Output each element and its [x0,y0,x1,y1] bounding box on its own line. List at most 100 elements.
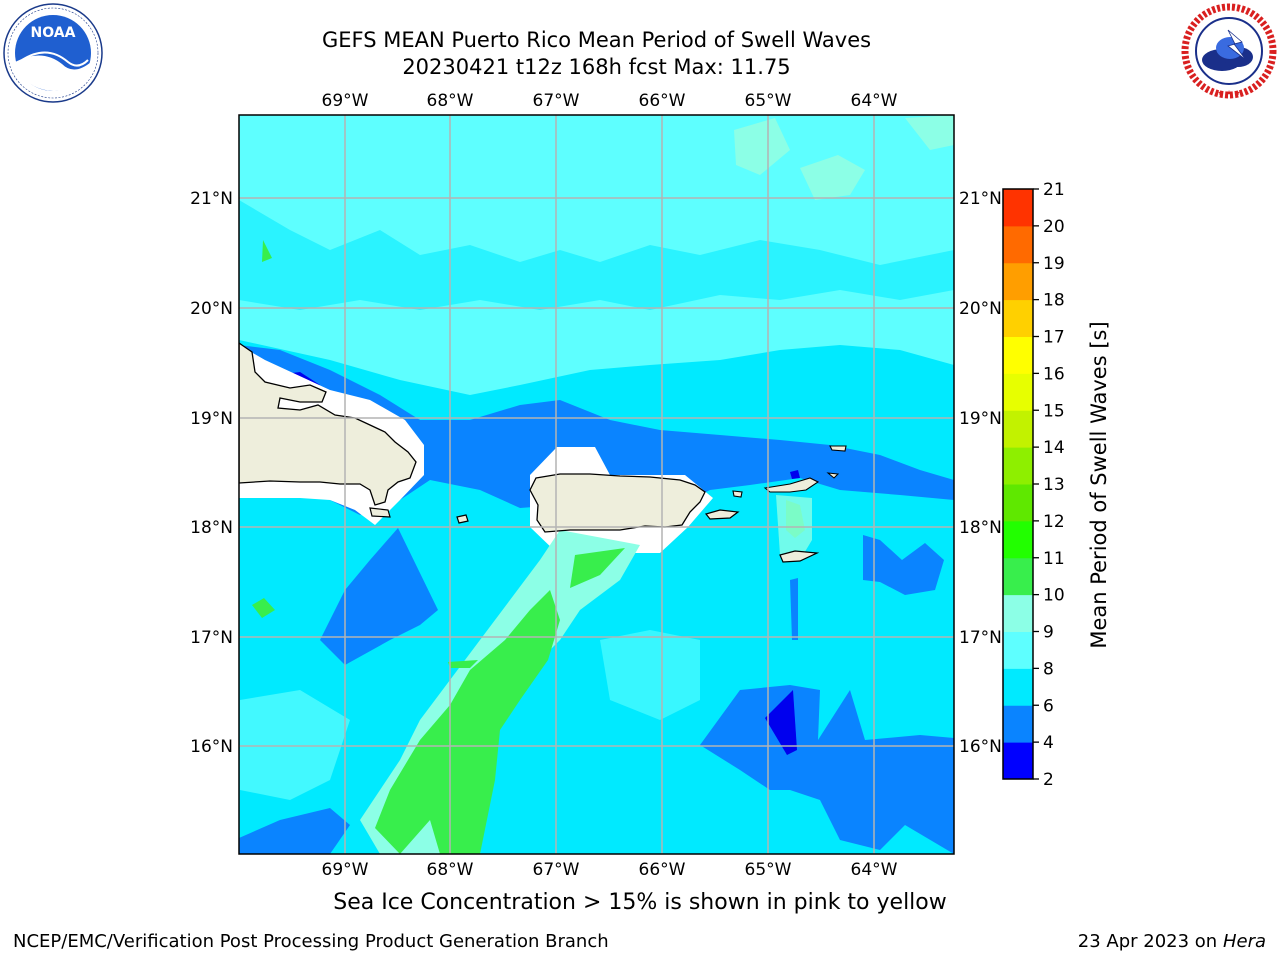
lon-label: 68°W [427,860,474,880]
colorbar-segment [1003,299,1033,337]
sea-patch-green [252,598,275,618]
sea-patch-pale [800,155,865,200]
lat-label: 16°N [190,737,233,757]
sea-patch-blue-se [700,685,954,854]
lon-labels-bottom: 69°W 68°W 67°W 66°W 65°W 64°W [322,860,898,880]
sea-patch-green [262,240,272,262]
sea-patch-pale [734,118,790,175]
svg-text:★ ★ ★: ★ ★ ★ [1217,89,1240,97]
colorbar-frame [1002,188,1034,780]
lat-label: 16°N [959,737,1002,757]
land-anegada [829,445,847,452]
colorbar-segment [1003,631,1033,669]
colorbar-segment [1003,336,1033,374]
lat-label: 17°N [959,628,1002,648]
colorbar-tick-label: 21 [1043,180,1065,200]
land-islet [826,472,840,479]
colorbar-tick-label: 11 [1043,549,1065,569]
map-subtitle: 20230421 t12z 168h fcst Max: 11.75 [402,55,791,79]
lon-label: 67°W [533,91,580,111]
colorbar-segment [1003,594,1033,632]
lon-label: 66°W [639,860,686,880]
noaa-logo-text: NOAA [31,25,76,41]
sea-patch-blue [320,528,438,665]
colorbar: 2 4 6 8 9 10 11 12 13 14 15 16 17 18 19 20 21 [1003,180,1065,790]
sea-patch-blue [239,808,350,854]
lat-label: 19°N [190,409,233,429]
sea-patch-light [240,690,350,800]
colorbar-tick-label: 6 [1043,696,1054,716]
lat-label: 21°N [190,189,233,209]
colorbar-tick-label: 12 [1043,512,1065,532]
sea-patch-blue [790,578,798,640]
land-st-croix [779,550,820,563]
sea-patch-green [570,548,625,588]
land-culebra [732,490,743,498]
map-title: GEFS MEAN Puerto Rico Mean Period of Swe… [321,28,872,52]
sea-band-north [239,115,954,395]
lat-labels-left: 21°N 20°N 19°N 18°N 17°N 16°N [190,189,233,757]
colorbar-segment [1003,705,1033,743]
lon-label: 68°W [427,91,474,111]
lon-label: 66°W [639,91,686,111]
colorbar-tick-label: 20 [1043,217,1065,237]
land-virgin-islands [763,477,820,493]
map-fill-layer [239,115,954,854]
sea-patch-green [448,660,478,668]
colorbar-tick-label: 18 [1043,291,1065,311]
sea-patch-blue [863,535,944,595]
colorbar-segment [1003,447,1033,485]
colorbar-tick-label: 14 [1043,438,1065,458]
footer-date-text: 23 Apr 2023 on [1077,931,1223,952]
sea-band-north-mid [239,200,954,310]
colorbar-segment [1003,668,1033,706]
lon-label: 65°W [745,860,792,880]
sea-patch-pale [905,115,954,150]
colorbar-segment [1003,484,1033,522]
lat-label: 18°N [959,518,1002,538]
lon-label: 64°W [851,860,898,880]
colorbar-tick-label: 2 [1043,770,1054,790]
colorbar-label: Mean Period of Swell Waves [s] [1087,321,1111,648]
lat-label: 20°N [190,299,233,319]
footer-host: Hera [1222,931,1266,952]
colorbar-tick-label: 13 [1043,475,1065,495]
map-gridlines [239,115,954,854]
land-islet [369,507,391,518]
colorbar-tick-label: 4 [1043,733,1054,753]
lon-label: 69°W [322,860,369,880]
lat-label: 19°N [959,409,1002,429]
sea-patch-dark [790,470,800,479]
sea-patch-light [600,630,700,720]
colorbar-segment [1003,410,1033,448]
colorbar-tick-label: 8 [1043,659,1054,679]
sea-patch-green-south [375,590,560,854]
sea-patch-dark [765,690,797,755]
footer-credit: NCEP/EMC/Verification Post Processing Pr… [13,931,609,952]
lat-labels-right: 21°N 20°N 19°N 18°N 17°N 16°N [959,189,1002,757]
land-mona-island [456,514,469,524]
colorbar-tick-label: 9 [1043,623,1054,643]
colorbar-segment [1003,373,1033,411]
lon-label: 69°W [322,91,369,111]
land-vieques [704,509,740,520]
colorbar-tick-label: 17 [1043,328,1065,348]
colorbar-tick-label: 10 [1043,586,1065,606]
lon-labels-top: 69°W 68°W 67°W 66°W 65°W 64°W [322,91,898,111]
colorbar-segment [1003,520,1033,559]
colorbar-segment [1003,557,1033,596]
nws-logo-icon: ★ ★ ★ [1181,3,1277,99]
colorbar-segment [1003,225,1033,264]
map-frame [238,114,955,855]
colorbar-tick-label: 16 [1043,364,1065,384]
lat-label: 17°N [190,628,233,648]
land-hispaniola [239,342,417,506]
lat-label: 20°N [959,299,1002,319]
lat-label: 21°N [959,189,1002,209]
colorbar-segment [1003,189,1033,227]
colorbar-tick-label: 15 [1043,401,1065,421]
lon-label: 64°W [851,91,898,111]
noaa-logo-icon: NOAA [3,3,103,103]
footer-date: 23 Apr 2023 on Hera [1078,931,1266,952]
